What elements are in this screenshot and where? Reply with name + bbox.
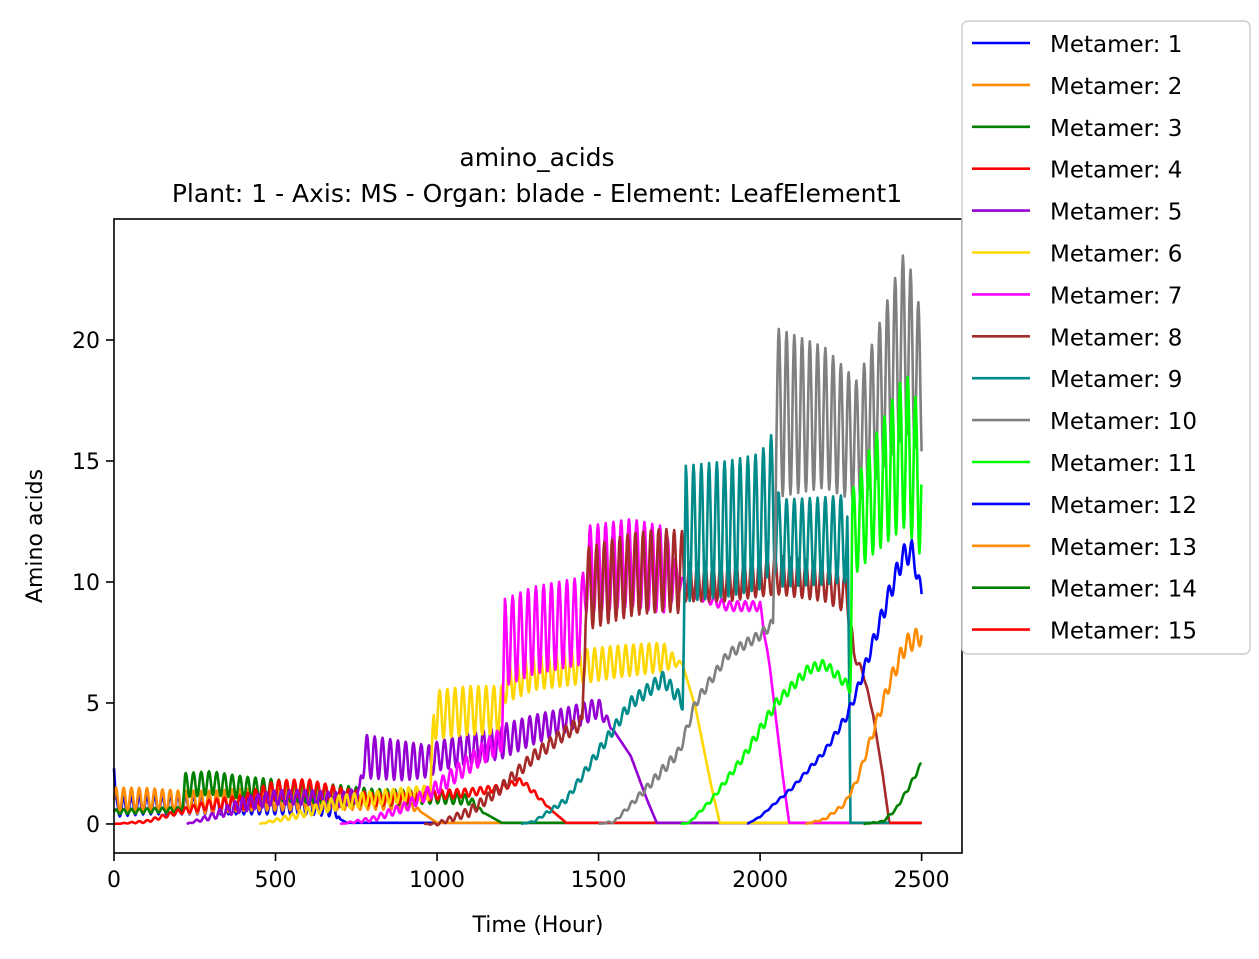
x-tick-label: 2500 <box>894 868 950 893</box>
legend-entry-label: Metamer: 3 <box>1050 116 1182 142</box>
x-tick-label: 1000 <box>409 868 465 893</box>
x-tick-label: 1500 <box>571 868 627 893</box>
series-line-metamer-7 <box>339 518 923 826</box>
x-tick-label: 0 <box>107 868 121 893</box>
x-axis: 0 500 1000 1500 2000 2500 <box>107 853 950 893</box>
x-tick-label: 500 <box>255 868 297 893</box>
chart-title: amino_acids <box>459 143 614 172</box>
legend-entry-label: Metamer: 6 <box>1050 242 1182 268</box>
series-line-metamer-11 <box>680 375 923 826</box>
y-tick-label: 10 <box>72 571 100 596</box>
series-line-metamer-12 <box>746 539 923 826</box>
y-tick-label: 20 <box>72 329 100 354</box>
y-tick-label: 0 <box>86 813 100 838</box>
legend-entry-label: Metamer: 5 <box>1050 200 1182 226</box>
chart-subtitle: Plant: 1 - Axis: MS - Organ: blade - Ele… <box>172 179 902 208</box>
legend-entry-label: Metamer: 7 <box>1050 283 1182 309</box>
legend-entry-label: Metamer: 2 <box>1050 74 1182 100</box>
y-axis: 0 5 10 15 20 <box>72 329 114 838</box>
legend-entry-label: Metamer: 11 <box>1050 451 1197 477</box>
y-tick-label: 15 <box>72 450 100 475</box>
x-axis-label: Time (Hour) <box>472 913 604 938</box>
legend-entry-label: Metamer: 12 <box>1050 493 1197 519</box>
legend-entry-label: Metamer: 9 <box>1050 367 1182 393</box>
legend-entry-label: Metamer: 10 <box>1050 409 1197 435</box>
series-line-metamer-9 <box>520 433 923 826</box>
x-tick-label: 2000 <box>732 868 788 893</box>
legend-frame <box>961 20 1251 655</box>
series-line-metamer-8 <box>423 527 923 827</box>
plot-lines <box>112 254 923 827</box>
legend: Metamer: 1 Metamer: 2 Metamer: 3 Metamer: 4… <box>961 20 1251 655</box>
legend-entry-label: Metamer: 1 <box>1050 32 1182 58</box>
series-line-metamer-14 <box>862 762 923 826</box>
legend-entry-label: Metamer: 15 <box>1050 619 1197 645</box>
chart-title-group: amino_acids Plant: 1 - Axis: MS - Organ:… <box>172 143 902 208</box>
legend-entry-label: Metamer: 8 <box>1050 325 1182 351</box>
y-tick-label: 5 <box>86 692 100 717</box>
y-axis-label: Amino acids <box>23 469 48 603</box>
legend-entry-label: Metamer: 4 <box>1050 158 1182 184</box>
legend-entry-label: Metamer: 13 <box>1050 535 1197 561</box>
legend-entry-label: Metamer: 14 <box>1050 577 1197 603</box>
series-line-metamer-13 <box>804 627 923 826</box>
